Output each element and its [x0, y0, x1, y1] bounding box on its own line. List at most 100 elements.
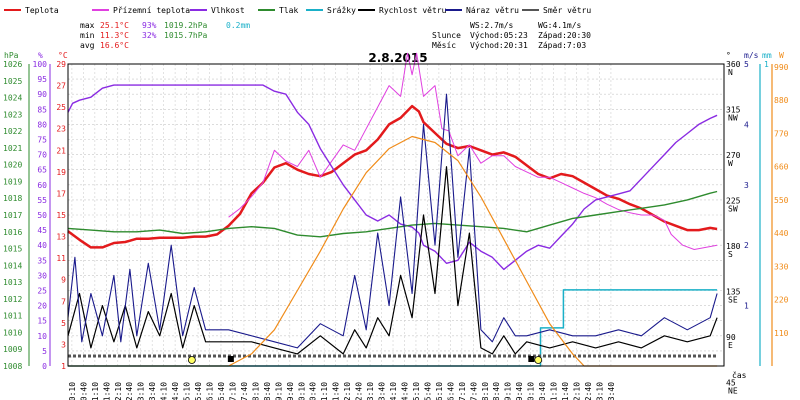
x-tick-label: 07:40: [240, 382, 249, 400]
humidity-tick-label: 50: [37, 211, 47, 220]
humidity-tick-label: 40: [37, 241, 47, 250]
axis-unit-labels: hPa % °C ° m/s mm W 1 čas: [4, 51, 784, 380]
humidity-tick-label: 80: [37, 120, 47, 129]
temperature-tick-label: 21: [56, 146, 66, 155]
humidity-tick-label: 25: [37, 287, 47, 296]
temperature-tick-label: 11: [56, 254, 66, 263]
sunset-marker-icon: [534, 356, 543, 364]
legend-label: Náraz větru: [466, 6, 519, 15]
temperature-tick-label: 27: [56, 82, 66, 91]
x-tick-label: 01:10: [91, 382, 100, 400]
x-tick-label: 00:10: [68, 382, 77, 400]
x-tick-label: 07:10: [228, 382, 237, 400]
x-tick-label: 08:40: [263, 382, 272, 400]
moonset-marker-icon: [227, 356, 234, 362]
x-tick-label: 22:40: [584, 382, 593, 400]
pressure-tick-label: 1025: [3, 77, 22, 86]
pressure-tick-label: 1019: [3, 177, 22, 186]
wind-speed-tick-label: 4: [744, 120, 749, 129]
series-tlak: [67, 190, 718, 238]
legend-label: Tlak: [279, 6, 298, 15]
wind-dir-tick-label: 45: [726, 379, 736, 388]
x-tick-label: 21:10: [550, 382, 559, 400]
humidity-tick-label: 60: [37, 181, 47, 190]
moon-label: Měsíc: [432, 41, 456, 50]
stat-min-label: min: [80, 31, 95, 40]
pressure-tick-label: 1020: [3, 161, 22, 170]
pressure-tick-label: 1008: [3, 362, 22, 371]
rain-unit: mm: [762, 51, 772, 60]
wind-ws: WS:2.7m/s: [470, 21, 514, 30]
humidity-tick-label: 30: [37, 271, 47, 280]
pressure-tick-label: 1018: [3, 194, 22, 203]
x-tick-label: 03:10: [137, 382, 146, 400]
temperature-tick-label: 7: [61, 297, 66, 306]
wind-dir-tick-label: 135: [726, 288, 741, 297]
x-tick-label: 06:10: [206, 382, 215, 400]
stat-avg-label: avg: [80, 41, 95, 50]
humidity-tick-label: 20: [37, 302, 47, 311]
x-tick-label: 10:40: [309, 382, 318, 400]
x-tick-label: 20:10: [527, 382, 536, 400]
x-tick-label: 15:40: [423, 382, 432, 400]
pressure-tick-label: 1012: [3, 295, 22, 304]
pressure-tick-label: 1021: [3, 144, 22, 153]
temperature-tick-label: 25: [56, 103, 66, 112]
wind-speed-tick-label: 1: [744, 302, 749, 311]
x-tick-label: 23:10: [595, 382, 604, 400]
pressure-tick-label: 1017: [3, 211, 22, 220]
humidity-tick-label: 5: [42, 347, 47, 356]
x-tick-label: 02:40: [125, 382, 134, 400]
wind-dir-tick-dir: E: [728, 341, 733, 350]
temperature-tick-label: 29: [56, 60, 66, 69]
humidity-tick-label: 75: [37, 136, 47, 145]
temperature-tick-label: 17: [56, 189, 66, 198]
pressure-tick-label: 1024: [3, 94, 22, 103]
stat-min-press: 1015.7hPa: [164, 31, 208, 40]
x-tick-label: 00:40: [79, 382, 88, 400]
x-tick-label: 05:10: [183, 382, 192, 400]
rain-max-label: 1: [764, 60, 769, 69]
x-tick-label: 15:10: [412, 382, 421, 400]
wind-dir-tick-dir: SW: [728, 205, 738, 214]
stat-min-temp: 11.3°C: [100, 31, 129, 40]
temperature-tick-label: 3: [61, 340, 66, 349]
temperature-unit: °C: [58, 51, 68, 60]
sun-label: Slunce: [432, 31, 461, 40]
pressure-tick-label: 1023: [3, 110, 22, 119]
humidity-tick-label: 85: [37, 105, 47, 114]
stat-avg-temp: 16.6°C: [100, 41, 129, 50]
plot-border: [67, 63, 725, 367]
x-tick-label: 16:40: [446, 382, 455, 400]
wind-dir-tick-label: 315: [726, 106, 741, 115]
x-tick-label: 19:10: [504, 382, 513, 400]
x-tick-label: 04:40: [171, 382, 180, 400]
legend-label: Přízemní teplota: [113, 6, 190, 15]
humidity-tick-label: 45: [37, 226, 47, 235]
wind-speed-tick-label: 2: [744, 241, 749, 250]
wind-dir-tick-dir: NW: [728, 114, 738, 123]
humidity-tick-label: 95: [37, 75, 47, 84]
series-teplota: [67, 104, 718, 249]
wind-dir-tick-label: 225: [726, 197, 741, 206]
humidity-tick-label: 35: [37, 256, 47, 265]
right-axes: 360N315NW270W225SW180S135SE90E45NE123451…: [726, 60, 789, 396]
solar-tick-label: 990: [774, 63, 789, 72]
stat-max-label: max: [80, 21, 95, 30]
x-tick-label: 11:10: [320, 382, 329, 400]
pressure-tick-label: 1016: [3, 228, 22, 237]
stat-max-temp: 25.1°C: [100, 21, 129, 30]
x-tick-label: 10:10: [297, 382, 306, 400]
solar-tick-label: 880: [774, 96, 789, 105]
x-tick-label: 09:10: [274, 382, 283, 400]
series-slunecni-zareni: [68, 135, 718, 367]
x-tick-label: 20:40: [538, 382, 547, 400]
x-tick-label: 18:40: [492, 382, 501, 400]
plot-frame: [67, 63, 725, 367]
moon-set: Západ:7:03: [538, 41, 586, 50]
wind-dir-tick-dir: S: [728, 250, 733, 259]
pressure-tick-label: 1015: [3, 245, 22, 254]
pressure-tick-label: 1013: [3, 278, 22, 287]
humidity-tick-label: 65: [37, 166, 47, 175]
moonrise-marker-icon: [528, 356, 535, 362]
